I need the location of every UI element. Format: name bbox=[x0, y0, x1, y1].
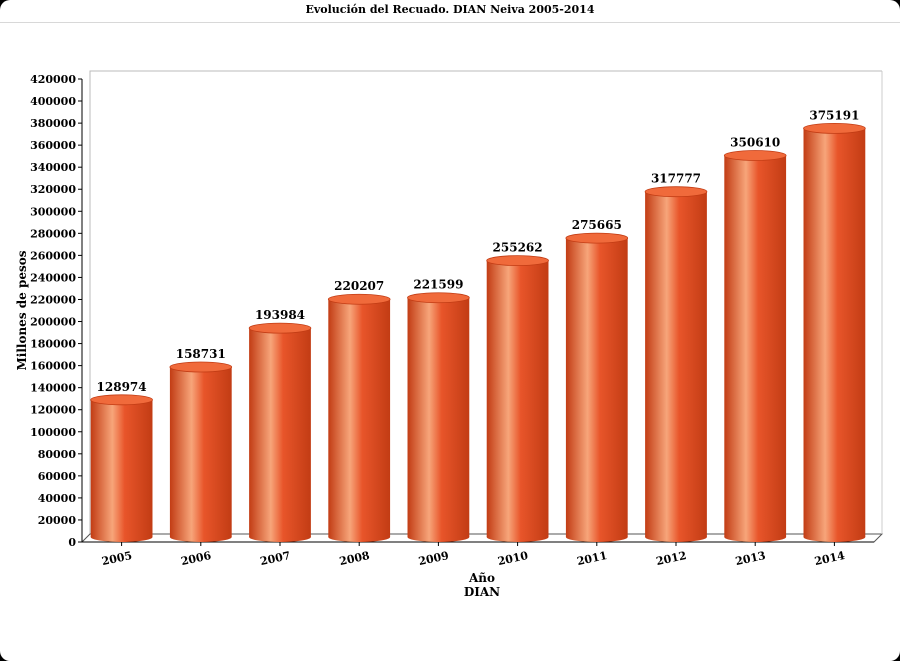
bar-cap bbox=[90, 394, 153, 406]
bar-base bbox=[803, 532, 866, 542]
bar-base bbox=[565, 532, 628, 542]
bar-base bbox=[90, 532, 153, 542]
data-label: 375191 bbox=[809, 108, 859, 122]
y-tick-label: 180000 bbox=[30, 338, 76, 351]
bar bbox=[407, 297, 470, 537]
y-tick-label: 320000 bbox=[30, 183, 76, 196]
bar-base bbox=[486, 532, 549, 542]
y-tick-label: 400000 bbox=[30, 95, 76, 108]
bar-cap bbox=[486, 255, 549, 267]
data-label: 193984 bbox=[255, 308, 305, 322]
x-tick-label: 2006 bbox=[180, 549, 213, 568]
y-tick-label: 40000 bbox=[38, 492, 77, 505]
y-tick-label: 20000 bbox=[38, 514, 77, 527]
bar bbox=[90, 399, 153, 537]
y-tick-label: 140000 bbox=[30, 382, 76, 395]
bar-cap bbox=[723, 150, 787, 161]
y-tick-label: 220000 bbox=[30, 293, 76, 306]
y-tick-label: 160000 bbox=[30, 360, 76, 373]
bar bbox=[724, 155, 787, 538]
x-axis-sublabel: DIAN bbox=[464, 585, 500, 599]
data-label: 275665 bbox=[572, 218, 622, 232]
bar-cap bbox=[565, 232, 629, 244]
data-label: 128974 bbox=[97, 380, 147, 394]
bar bbox=[328, 299, 391, 537]
y-tick-label: 380000 bbox=[30, 117, 76, 130]
bar-cap bbox=[248, 322, 312, 334]
bar-cap bbox=[407, 292, 470, 304]
x-tick-label: 2013 bbox=[734, 549, 767, 568]
data-label: 220207 bbox=[334, 279, 384, 293]
data-label: 158731 bbox=[176, 347, 226, 361]
bar-base bbox=[724, 532, 787, 542]
data-label: 350610 bbox=[730, 135, 780, 149]
data-label: 255262 bbox=[493, 241, 543, 255]
y-tick-label: 300000 bbox=[30, 205, 76, 218]
bar bbox=[565, 238, 628, 537]
y-tick-label: 360000 bbox=[30, 139, 76, 152]
x-tick-label: 2009 bbox=[417, 549, 450, 568]
y-tick-label: 280000 bbox=[30, 227, 76, 240]
bar-base bbox=[249, 532, 311, 542]
x-axis-label: Año bbox=[468, 571, 495, 585]
bar bbox=[486, 260, 549, 537]
y-axis-label: Millones de pesos bbox=[15, 250, 29, 370]
bar-cap bbox=[644, 186, 708, 198]
bar-cap bbox=[803, 122, 866, 134]
y-tick-label: 60000 bbox=[38, 470, 77, 483]
data-label: 221599 bbox=[413, 278, 463, 292]
y-tick-label: 340000 bbox=[30, 161, 76, 174]
bar bbox=[803, 128, 866, 537]
chart-title: Evolución del Recuado. DIAN Neiva 2005-2… bbox=[0, 0, 900, 23]
x-tick-label: 2012 bbox=[655, 549, 688, 568]
y-tick-label: 240000 bbox=[30, 271, 76, 284]
bar-base bbox=[169, 532, 232, 542]
x-tick-label: 2011 bbox=[576, 549, 609, 568]
y-tick-label: 80000 bbox=[38, 448, 77, 461]
y-tick-label: 200000 bbox=[30, 316, 76, 329]
bar bbox=[249, 328, 311, 537]
bar-base bbox=[645, 532, 707, 542]
bar-cap bbox=[169, 361, 233, 373]
y-tick-label: 260000 bbox=[30, 249, 76, 262]
y-tick-label: 100000 bbox=[30, 426, 76, 439]
bar-cap bbox=[327, 293, 391, 305]
bar-base bbox=[328, 532, 391, 542]
x-tick-label: 2005 bbox=[101, 549, 134, 568]
y-tick-label: 420000 bbox=[30, 73, 76, 86]
x-tick-label: 2008 bbox=[338, 549, 371, 568]
x-tick-label: 2007 bbox=[259, 549, 292, 568]
bar bbox=[645, 191, 707, 537]
x-tick-label: 2014 bbox=[813, 549, 846, 568]
data-label: 317777 bbox=[651, 172, 701, 186]
x-tick-label: 2010 bbox=[497, 549, 530, 568]
y-tick-label: 0 bbox=[68, 536, 76, 549]
bar bbox=[169, 367, 232, 537]
y-tick-label: 120000 bbox=[30, 404, 76, 417]
bar-base bbox=[407, 532, 470, 542]
